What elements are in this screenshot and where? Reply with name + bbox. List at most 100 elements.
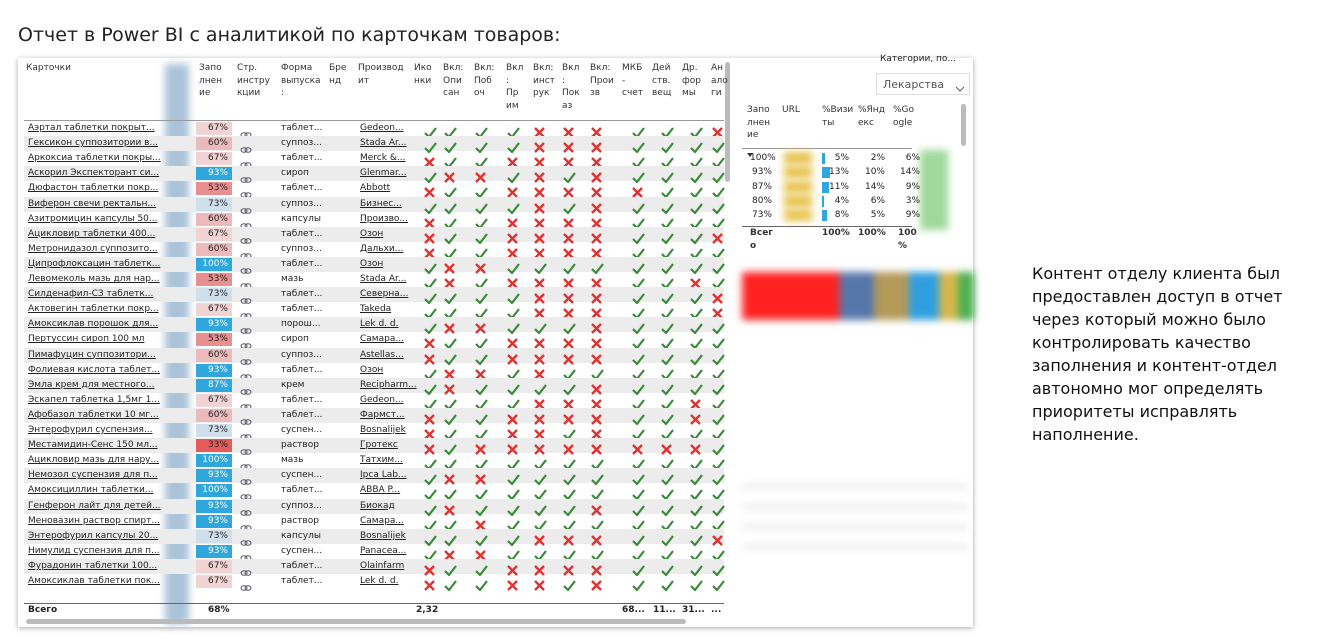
fill-cell xyxy=(196,514,232,528)
form: суспен... xyxy=(281,470,323,481)
check xyxy=(444,289,457,308)
check xyxy=(632,199,645,218)
check xyxy=(661,470,674,489)
card-name: Амоксиклав таблетки пок... xyxy=(28,576,160,586)
link-icon xyxy=(240,471,252,490)
form: капсулы xyxy=(281,213,321,224)
cross xyxy=(424,334,435,353)
visit-bar xyxy=(822,181,829,193)
maker: Gedeon... xyxy=(360,394,404,405)
cross xyxy=(563,410,574,429)
check xyxy=(690,289,703,308)
card-name: Немозол суспензия для п... xyxy=(28,470,158,481)
check xyxy=(444,350,457,369)
link-icon xyxy=(240,290,252,309)
check xyxy=(563,576,576,595)
cross xyxy=(424,576,435,595)
check xyxy=(444,531,457,550)
fill-pct: 33% xyxy=(207,440,228,451)
check xyxy=(690,531,703,550)
card-name: Эмла крем для местного... xyxy=(28,379,155,390)
maker: Gedeon... xyxy=(360,123,404,133)
side-cell: 14% xyxy=(899,167,920,178)
check xyxy=(712,350,725,369)
check xyxy=(475,350,488,369)
check xyxy=(563,168,576,187)
fill-pct: 87% xyxy=(207,379,228,390)
check xyxy=(661,319,674,338)
fill-pct: 93% xyxy=(207,364,228,375)
fill-pct: 93% xyxy=(207,545,228,556)
check xyxy=(661,289,674,308)
fill-cell xyxy=(196,167,232,181)
cross xyxy=(507,561,518,580)
cross xyxy=(507,410,518,429)
check xyxy=(712,470,725,489)
fill-cell xyxy=(196,303,232,317)
check xyxy=(690,561,703,580)
slicer-arrow xyxy=(955,78,965,97)
check xyxy=(632,319,645,338)
fill-pct: 53% xyxy=(207,183,228,194)
check xyxy=(690,229,703,248)
link-icon xyxy=(240,577,252,596)
note: Контент отделу клиента был предоставлен … xyxy=(1032,264,1283,444)
maker: Takeda xyxy=(360,304,392,315)
fill-cell xyxy=(196,273,232,287)
check xyxy=(690,501,703,520)
cross xyxy=(424,183,435,202)
check xyxy=(632,470,645,489)
check xyxy=(712,576,725,595)
form: мазь xyxy=(281,274,304,284)
cross xyxy=(534,531,545,550)
check xyxy=(444,229,457,248)
cross xyxy=(507,350,518,369)
check xyxy=(712,501,725,520)
side-cell: 5% xyxy=(834,153,849,163)
column-header: Дей ств. вещ xyxy=(652,63,672,98)
check xyxy=(475,576,488,595)
column-header: Бре нд xyxy=(329,63,347,86)
fill-pct: 100% xyxy=(202,485,228,496)
maker: Olainfarm xyxy=(360,560,405,571)
maker: Abbott xyxy=(360,183,391,194)
form: суппоз... xyxy=(281,198,322,209)
fill-cell xyxy=(196,378,232,392)
card-name: Афобазол таблетки 10 мг... xyxy=(28,409,159,420)
check xyxy=(475,289,488,308)
cross xyxy=(591,531,602,550)
cross xyxy=(690,410,701,429)
form: суппоз... xyxy=(281,243,322,254)
fill-cell xyxy=(196,227,232,241)
cross xyxy=(591,153,602,172)
fill-pct: 60% xyxy=(207,243,228,254)
check xyxy=(690,319,703,338)
form: таблет... xyxy=(281,560,323,571)
fill-pct: 53% xyxy=(207,274,228,284)
check xyxy=(475,138,488,157)
slicer-label: Категории, по... xyxy=(880,54,957,64)
side-cell: 4% xyxy=(834,195,849,206)
form: раствор xyxy=(281,515,319,526)
card-name: Пертуссин сироп 100 мл xyxy=(28,334,145,345)
sort-arrow xyxy=(747,142,753,161)
card-name: Генферон лайт для детей... xyxy=(28,500,161,511)
cross xyxy=(563,440,574,459)
form: суппоз... xyxy=(281,500,322,511)
cross xyxy=(563,289,574,308)
fill-pct: 67% xyxy=(207,304,228,315)
check xyxy=(534,501,547,520)
cross xyxy=(444,319,455,338)
fill-pct: 93% xyxy=(207,319,228,330)
check xyxy=(632,410,645,429)
form: мазь xyxy=(281,455,304,466)
column-header: Вкл : Пр им xyxy=(506,63,524,111)
check xyxy=(444,440,457,459)
card-name: Амоксиклав порошок для... xyxy=(28,319,159,330)
check xyxy=(424,380,437,399)
check xyxy=(712,168,725,187)
check xyxy=(632,229,645,248)
maker: Bosnalijek xyxy=(360,425,406,435)
side-cell: 73% xyxy=(751,210,772,221)
